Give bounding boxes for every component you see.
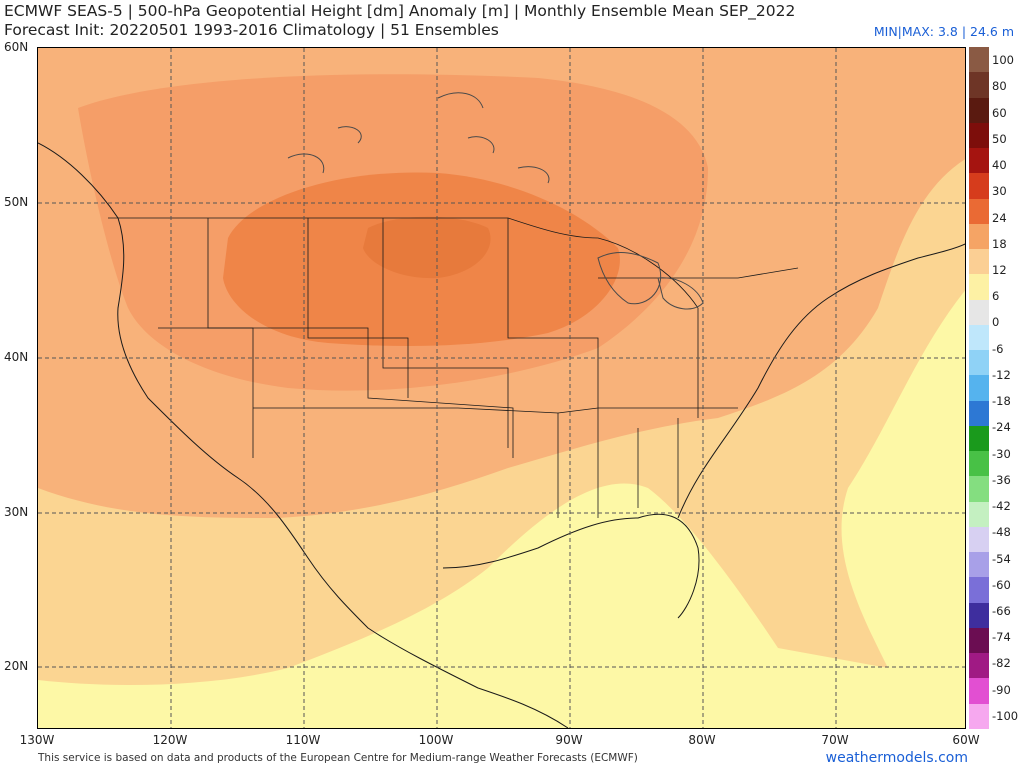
legend-label: -74 <box>992 630 1011 645</box>
anomaly-map[interactable] <box>37 47 966 729</box>
legend-swatch <box>969 324 989 351</box>
map-canvas <box>38 48 965 728</box>
lat-label-30n: 30N <box>4 505 29 519</box>
legend-label: -54 <box>992 551 1011 566</box>
political-borders <box>108 217 799 518</box>
coastline <box>38 142 965 728</box>
legend-swatch <box>969 249 989 275</box>
legend-label: 60 <box>992 105 1007 120</box>
legend-label: -18 <box>992 394 1011 409</box>
lon-label-130w: 130W <box>19 733 55 747</box>
lon-label-80w: 80W <box>688 733 716 747</box>
legend-swatch <box>969 299 989 326</box>
legend-swatch <box>969 501 989 528</box>
graticule <box>38 48 965 728</box>
legend-swatch <box>969 476 989 503</box>
legend-label: -12 <box>992 367 1011 382</box>
contour-core-max <box>363 216 491 279</box>
legend-swatch <box>969 602 989 629</box>
lon-label-90w: 90W <box>555 733 583 747</box>
map-title: ECMWF SEAS-5 | 500-hPa Geopotential Heig… <box>4 2 796 20</box>
legend-swatch <box>969 451 989 477</box>
lat-label-40n: 40N <box>4 350 29 364</box>
lon-label-60w: 60W <box>952 733 980 747</box>
lon-label-70w: 70W <box>821 733 849 747</box>
lat-label-50n: 50N <box>4 195 29 209</box>
legend-label: -100 <box>992 708 1019 723</box>
legend-label: -66 <box>992 603 1011 618</box>
legend-swatch <box>969 148 989 174</box>
legend-label: 12 <box>992 262 1007 277</box>
brand-link[interactable]: weathermodels.com <box>825 750 968 766</box>
legend-label: -6 <box>992 341 1004 356</box>
legend-swatch <box>969 678 989 705</box>
legend-label: 40 <box>992 158 1007 173</box>
lat-label-60n: 60N <box>4 40 29 54</box>
lon-label-120w: 120W <box>152 733 188 747</box>
legend-swatch <box>969 350 989 376</box>
legend-label: 100 <box>992 53 1014 68</box>
ecmwf-attribution: This service is based on data and produc… <box>38 752 638 764</box>
legend-label: -36 <box>992 472 1011 487</box>
map-subtitle: Forecast Init: 20220501 1993-2016 Climat… <box>4 21 499 39</box>
lon-label-100w: 100W <box>418 733 454 747</box>
legend-swatch <box>969 526 989 553</box>
legend-swatch <box>969 223 989 250</box>
legend-label: -90 <box>992 682 1011 697</box>
legend-swatch <box>969 375 989 402</box>
legend-label: -30 <box>992 446 1011 461</box>
legend-swatch <box>969 274 989 301</box>
legend-swatch <box>969 198 989 225</box>
legend-swatch <box>969 627 989 654</box>
legend-label: 50 <box>992 131 1007 146</box>
legend-swatch <box>969 72 989 98</box>
legend-label: 0 <box>992 315 1000 330</box>
legend-label: -82 <box>992 656 1011 671</box>
legend-swatch <box>969 552 989 578</box>
legend-label: -60 <box>992 577 1011 592</box>
legend-label: -48 <box>992 525 1011 540</box>
color-legend <box>969 47 989 730</box>
legend-swatch <box>969 47 989 73</box>
legend-swatch <box>969 97 989 124</box>
min-max-readout: MIN|MAX: 3.8 | 24.6 m <box>873 24 1014 39</box>
legend-label: -42 <box>992 499 1011 514</box>
legend-swatch <box>969 653 989 679</box>
lon-label-110w: 110W <box>285 733 321 747</box>
legend-swatch <box>969 122 989 149</box>
legend-swatch <box>969 400 989 427</box>
legend-label: -24 <box>992 420 1011 435</box>
legend-label: 18 <box>992 236 1007 251</box>
legend-swatch <box>969 425 989 452</box>
legend-label: 6 <box>992 289 1000 304</box>
legend-label: 30 <box>992 184 1007 199</box>
legend-swatch <box>969 173 989 200</box>
legend-label: 24 <box>992 210 1007 225</box>
lat-label-20n: 20N <box>4 659 29 673</box>
legend-swatch <box>969 703 989 730</box>
legend-label: 80 <box>992 79 1007 94</box>
legend-swatch <box>969 577 989 604</box>
